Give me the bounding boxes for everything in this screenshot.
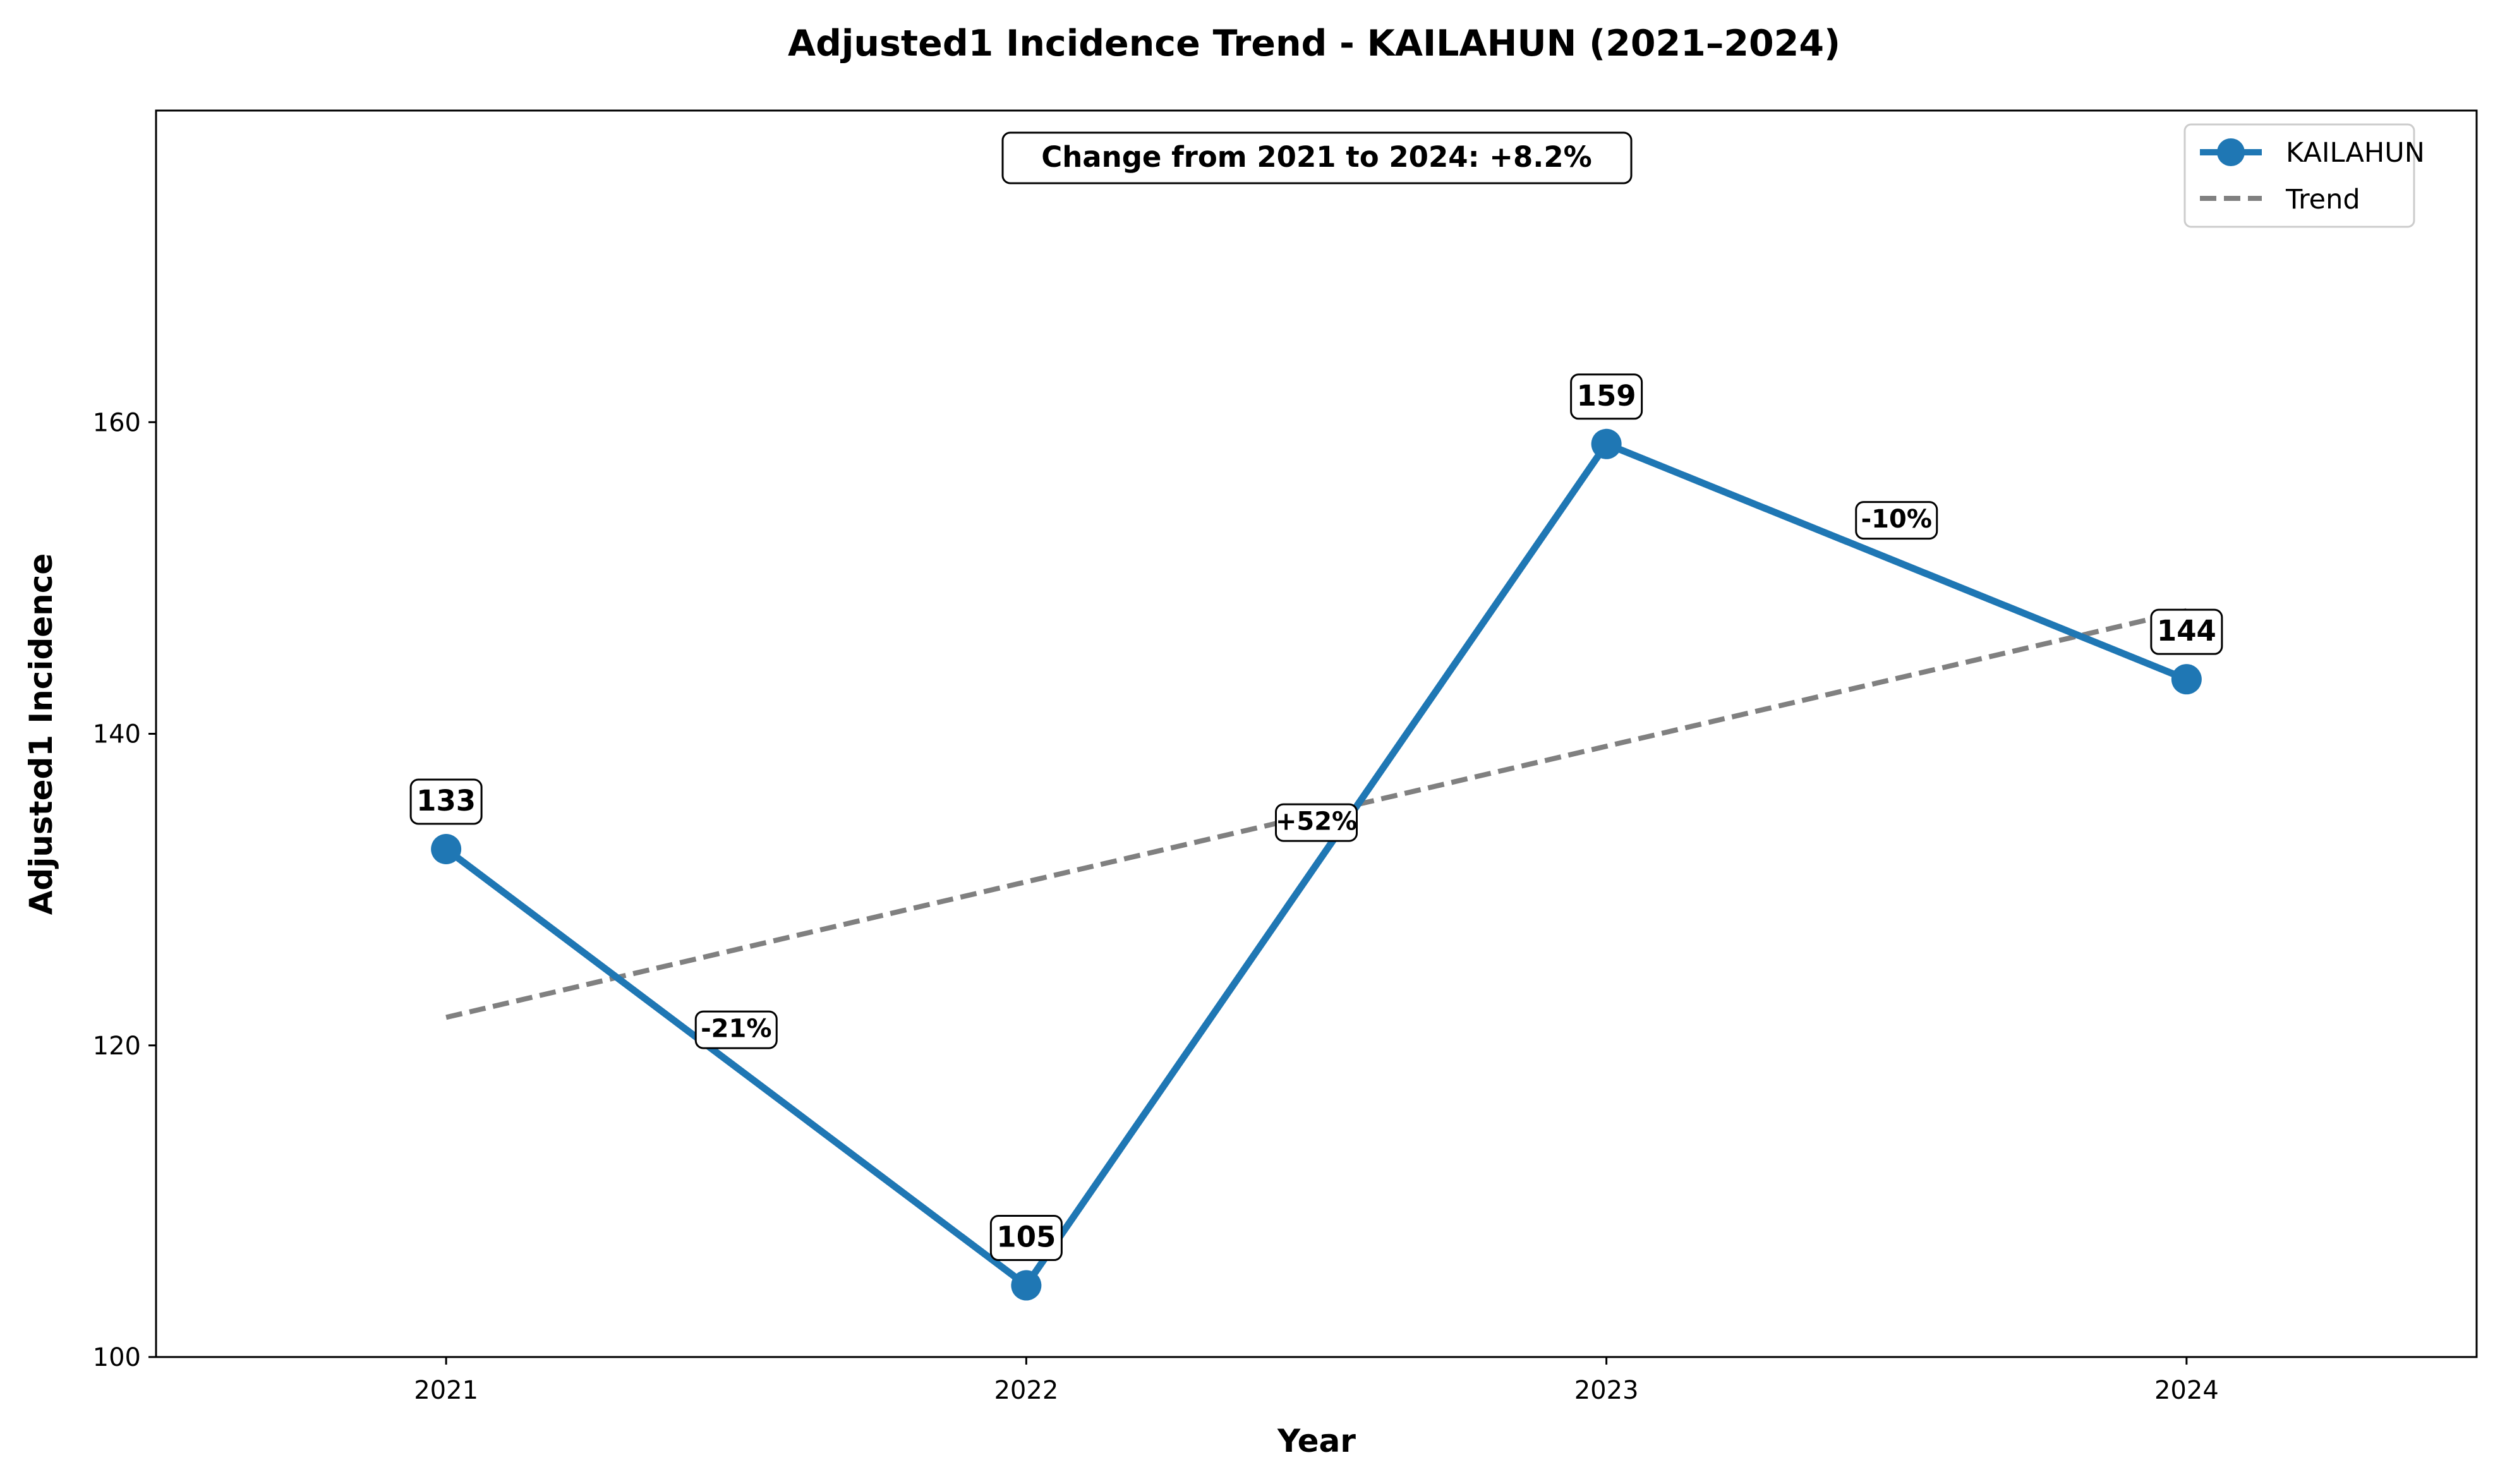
change-label-text: -10% (1861, 505, 1932, 534)
point-value-label-text: 144 (2157, 614, 2216, 648)
change-label: +52% (1275, 803, 1358, 842)
point-value-label-box (409, 778, 483, 825)
y-tick-label: 120 (93, 1032, 141, 1061)
change-labels: -21% +52% -10% (694, 501, 1938, 1049)
point-labels: 133 105 159 144 (409, 373, 2223, 1262)
point-value-label: 133 (409, 778, 483, 825)
point-value-label-text: 159 (1577, 379, 1636, 413)
change-label-text: -21% (701, 1015, 771, 1044)
change-label: -10% (1855, 501, 1938, 540)
change-label-box (1855, 501, 1938, 540)
data-point (2171, 664, 2202, 695)
data-point (1011, 1270, 1042, 1301)
summary-annotation: Change from 2021 to 2024: +8.2% (1001, 131, 1633, 184)
change-label: -21% (694, 1010, 778, 1049)
change-label-text: +52% (1276, 807, 1357, 836)
plot-area (155, 109, 2478, 1358)
data-point (1591, 428, 1622, 459)
y-axis: 100 120 140 160 (93, 408, 156, 1372)
y-tick-label: 100 (93, 1343, 141, 1372)
x-axis-label: Year (1277, 1423, 1356, 1459)
summary-text: Change from 2021 to 2024: +8.2% (1041, 140, 1592, 174)
kailahun-series (431, 428, 2202, 1301)
y-tick-label: 160 (93, 408, 141, 437)
y-tick-label: 140 (93, 720, 141, 749)
x-tick-label: 2024 (2154, 1376, 2219, 1405)
x-tick-label: 2023 (1574, 1376, 1639, 1405)
change-label-box (694, 1010, 778, 1049)
x-tick-label: 2022 (994, 1376, 1058, 1405)
x-tick-label: 2021 (414, 1376, 478, 1405)
legend-trend-label: Trend (2285, 184, 2360, 215)
legend-kailahun-label: KAILAHUN (2286, 137, 2425, 169)
data-point (431, 834, 462, 865)
point-value-label-text: 133 (416, 784, 476, 817)
point-value-label: 144 (2150, 608, 2223, 655)
legend-kailahun-marker (2217, 138, 2245, 166)
change-label-box (1275, 803, 1358, 842)
point-value-label-box (989, 1215, 1063, 1262)
legend: KAILAHUN Trend (2183, 123, 2425, 228)
chart-title: Adjusted1 Incidence Trend - KAILAHUN (20… (788, 23, 1840, 64)
point-value-label: 159 (1570, 373, 1643, 420)
kailahun-line (444, 440, 2188, 1289)
y-axis-label: Adjusted1 Incidence (23, 553, 59, 915)
x-axis: 2021 2022 2023 2024 (414, 1357, 2219, 1405)
summary-box (1001, 131, 1633, 184)
point-value-label-box (1570, 373, 1643, 420)
point-value-label: 105 (989, 1215, 1063, 1262)
point-value-label-box (2150, 608, 2223, 655)
point-value-label-text: 105 (996, 1221, 1056, 1254)
